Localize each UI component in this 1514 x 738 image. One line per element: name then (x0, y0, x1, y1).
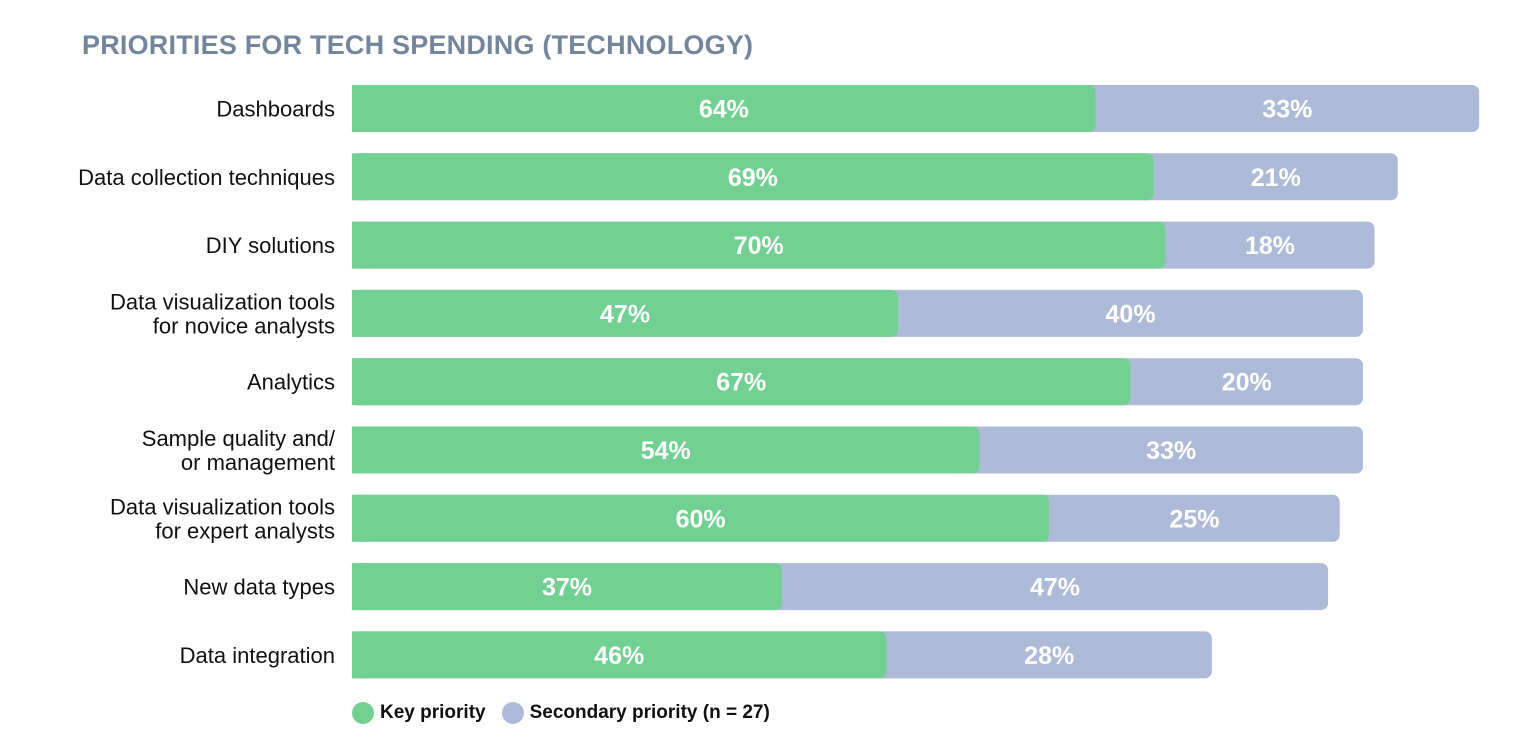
legend-label-secondary: Secondary priority (n = 27) (529, 702, 770, 723)
data-label-key: 37% (542, 574, 592, 602)
bar-key-edge (352, 358, 366, 406)
bar-row: 67% 20% Analytics (247, 358, 1363, 406)
legend: Key priority Secondary priority (n = 27) (352, 702, 786, 724)
data-label-key: 67% (716, 369, 766, 397)
bar-key-edge (352, 631, 366, 679)
data-label-secondary: 18% (1245, 232, 1295, 260)
data-label-secondary: 33% (1262, 96, 1312, 124)
legend-item-key: Key priority (352, 702, 486, 724)
bar-row: 37% 47% New data types (183, 563, 1329, 611)
bar-key (352, 631, 887, 679)
data-label-key: 47% (600, 300, 650, 328)
bar-row: 69% 21% Data collection techniques (78, 153, 1398, 201)
category-label: New data types (183, 575, 335, 600)
legend-swatch-key (352, 702, 374, 724)
category-label: Dashboards (216, 97, 335, 122)
bar-key (352, 426, 980, 474)
data-label-secondary: 25% (1169, 505, 1219, 533)
bar-row: 46% 28% Data integration (180, 631, 1212, 679)
bar-key (352, 358, 1131, 406)
bar-key (352, 85, 1096, 132)
category-label: Data integration (180, 643, 335, 668)
legend-label-key: Key priority (380, 702, 486, 723)
bar-key (352, 494, 1050, 542)
category-label: Data visualization tools for novice analy… (110, 289, 335, 338)
bar-key (352, 563, 782, 611)
bar-key (352, 221, 1166, 269)
bar-key (352, 153, 1154, 201)
bar-key-edge (352, 221, 366, 269)
legend-item-secondary: Secondary priority (n = 27) (501, 702, 770, 724)
bar-key (352, 289, 899, 337)
category-label: Data collection techniques (78, 165, 335, 190)
legend-swatch-secondary (501, 702, 524, 724)
category-label: DIY solutions (206, 233, 335, 258)
bar-row: 60% 25% Data visualization tools for expert… (110, 494, 1340, 543)
data-label-key: 46% (594, 642, 644, 670)
bar-row: 47% 40% Data visualization tools for novice… (110, 289, 1363, 338)
data-label-key: 69% (728, 164, 778, 192)
bar-key-edge (352, 153, 366, 201)
bar-key-edge (352, 85, 366, 132)
chart-title: PRIORITIES FOR TECH SPENDING (TECHNOLOGY… (82, 30, 754, 60)
bar-key-edge (352, 563, 366, 611)
data-label-key: 54% (641, 437, 691, 465)
bar-key-edge (352, 426, 366, 474)
data-label-secondary: 40% (1106, 300, 1156, 328)
category-label: Analytics (247, 370, 335, 395)
data-label-key: 60% (676, 505, 726, 533)
data-label-secondary: 28% (1024, 642, 1074, 670)
category-label: Sample quality and/or management (142, 426, 336, 475)
bar-row: 70% 18% DIY solutions (206, 221, 1375, 269)
bar-key-edge (352, 494, 366, 542)
bar-row: 64% 33% Dashboards (216, 85, 1480, 132)
data-label-secondary: 33% (1146, 437, 1196, 465)
data-label-key: 64% (699, 96, 749, 124)
data-label-key: 70% (734, 232, 784, 260)
data-label-secondary: 47% (1030, 574, 1080, 602)
category-label: Data visualization tools for expert analy… (110, 494, 335, 543)
bar-row: 54% 33% Sample quality and/or management (142, 426, 1363, 475)
data-label-secondary: 20% (1222, 369, 1272, 397)
stacked-bar-chart: 64% 33% Dashboards 69% 21% Data collection te… (78, 85, 1480, 679)
bar-key-edge (352, 289, 366, 337)
data-label-secondary: 21% (1251, 164, 1301, 192)
